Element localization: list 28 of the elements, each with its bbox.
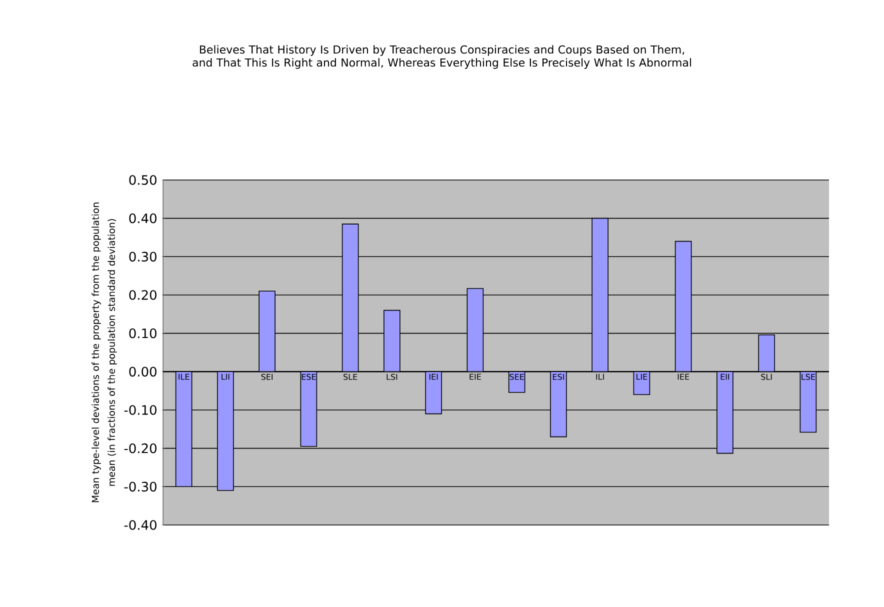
x-tick-label: ESI [552,374,564,380]
x-tick-label: ILI [596,374,604,380]
y-tick-label: -0.10 [124,405,156,415]
x-tick-label: LSI [386,374,398,380]
x-tick-label: IEE [678,374,690,380]
x-tick-label: ESE [302,374,316,380]
x-tick-label: LIE [636,374,648,380]
y-tick-label: 0.50 [129,175,156,185]
x-tick-label: LSE [802,374,815,380]
x-tick-label: EIE [470,374,481,380]
x-tick-label: IEI [429,374,438,380]
x-tick-label: SLI [761,374,772,380]
x-tick-label: SEE [510,374,524,380]
y-tick-label: 0.30 [129,252,156,262]
x-tick-label: LII [222,374,230,380]
x-tick-label: SEI [261,374,273,380]
x-tick-label: ILE [178,374,190,380]
y-tick-label: 0.00 [129,366,156,377]
chart-title: Believes That History Is Driven by Treacherous Conspiracies and Coups Based on Them, and That This Is Right and Normal, Whereas Everything Else Is Precisely What Is Abnormal [192,45,691,69]
y-tick-label: -0.30 [124,482,156,492]
y-tick-label: 0.10 [129,328,156,338]
y-tick-label: 0.40 [129,213,156,224]
y-tick-label: 0.20 [129,290,156,300]
y-tick-label: -0.40 [124,520,156,530]
y-axis-title: Mean type-level deviations of the property from the population mean (in fractions of the population standard deviation) [92,202,117,502]
y-tick-label: -0.20 [124,443,156,454]
x-tick-label: EII [720,374,730,380]
x-tick-label: SLE [344,374,358,380]
